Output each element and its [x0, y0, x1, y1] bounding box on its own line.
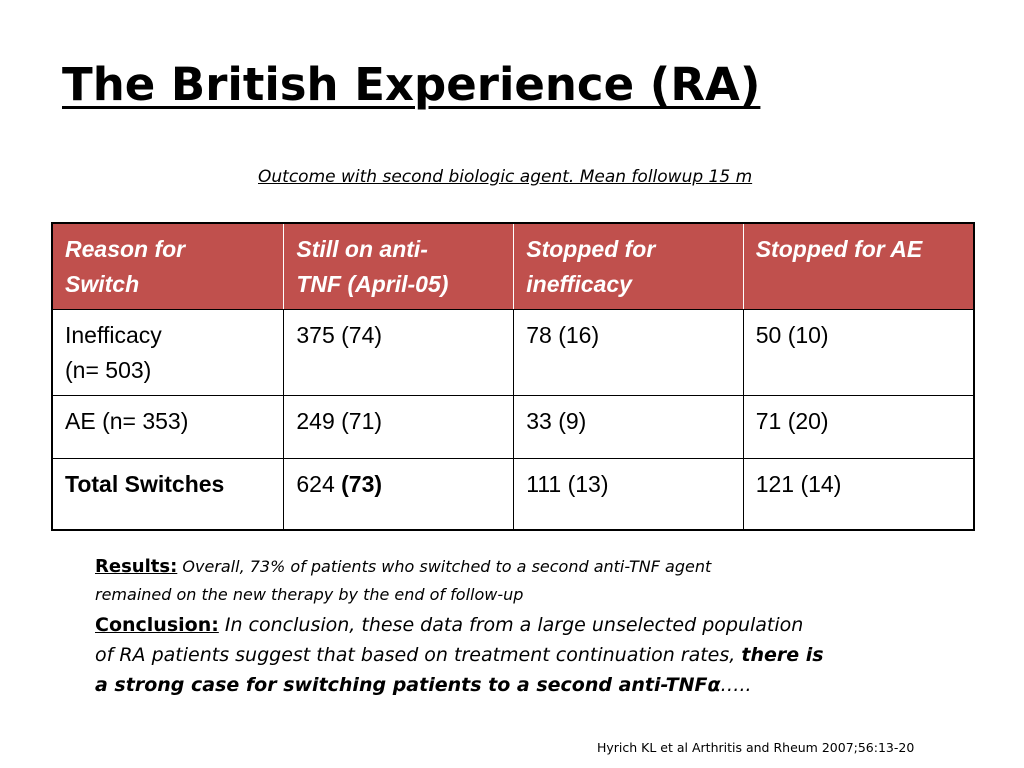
row-label-ae: AE (n= 353) [51, 395, 285, 459]
header-text: inefficacy [526, 270, 632, 297]
outcome-table: Reason for Switch Still on anti- TNF (Apri… [51, 222, 975, 531]
cell-stopped-ae: 50 (10) [742, 309, 975, 396]
header-stopped-inefficacy: Stopped for inefficacy [513, 222, 744, 310]
cell-percent: (73) [341, 471, 383, 497]
table-row: Total Switches 624 (73) 111 (13) 121 (14… [51, 458, 975, 531]
header-still-on-anti-tnf: Still on anti- TNF (April-05) [283, 222, 515, 310]
slide-title: The British Experience (RA) [62, 58, 761, 111]
cell-stopped-inefficacy: 33 (9) [513, 395, 744, 459]
conclusion-line-3: a strong case for switching patients to … [95, 670, 824, 700]
row-label-inefficacy: Inefficacy (n= 503) [51, 309, 285, 396]
row-label-count: (n= 503) [65, 356, 152, 383]
cell-still-on: 249 (71) [283, 395, 515, 459]
table-header-row: Reason for Switch Still on anti- TNF (Apri… [51, 222, 975, 310]
header-text: Stopped for AE [755, 236, 923, 262]
conclusion-section: Conclusion: In conclusion, these data fr… [95, 610, 824, 700]
results-line-2: remained on the new therapy by the end o… [95, 585, 524, 604]
results-label: Results: [95, 556, 178, 577]
header-text: Switch [65, 270, 140, 297]
table-row: Inefficacy (n= 503) 375 (74) 78 (16) 50 (… [51, 309, 975, 396]
cell-stopped-inefficacy: 111 (13) [513, 458, 744, 531]
results-section: Results: Overall, 73% of patients who sw… [95, 553, 711, 609]
cell-still-on: 375 (74) [283, 309, 515, 396]
header-text: Still on anti- [296, 236, 428, 262]
citation: Hyrich KL et al Arthritis and Rheum 2007… [597, 740, 915, 755]
table-caption: Outcome with second biologic agent. Mean… [258, 167, 753, 187]
results-line-1: Results: Overall, 73% of patients who sw… [95, 553, 711, 581]
table-row: AE (n= 353) 249 (71) 33 (9) 71 (20) [51, 395, 975, 459]
cell-stopped-inefficacy: 78 (16) [513, 309, 744, 396]
conclusion-label: Conclusion: [95, 614, 219, 636]
header-text: TNF (April-05) [296, 270, 449, 297]
cell-stopped-ae: 71 (20) [742, 395, 975, 459]
conclusion-text: In conclusion, these data from a large u… [224, 614, 804, 636]
row-label-text: Inefficacy [65, 322, 162, 348]
header-reason-for-switch: Reason for Switch [51, 222, 285, 310]
header-text: Reason for [65, 236, 186, 262]
header-stopped-ae: Stopped for AE [742, 222, 975, 310]
conclusion-line-1: Conclusion: In conclusion, these data fr… [95, 610, 824, 640]
cell-stopped-ae: 121 (14) [742, 458, 975, 531]
conclusion-emphasis: a strong case for switching patients to … [95, 674, 721, 696]
cell-still-on: 624 (73) [283, 458, 515, 531]
conclusion-ellipsis: ….. [720, 674, 752, 696]
conclusion-line-2: of RA patients suggest that based on tre… [95, 640, 824, 670]
cell-count: 624 [296, 471, 335, 497]
row-label-total: Total Switches [51, 458, 285, 531]
results-text: Overall, 73% of patients who switched to… [182, 557, 712, 576]
conclusion-emphasis: there is [741, 644, 824, 666]
conclusion-text: of RA patients suggest that based on tre… [95, 644, 742, 666]
header-text: Stopped for [526, 236, 656, 262]
